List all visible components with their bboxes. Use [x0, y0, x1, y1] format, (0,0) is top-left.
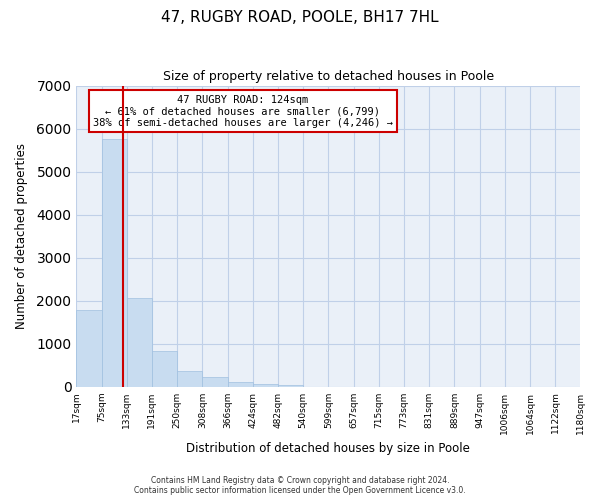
Bar [177, 371, 202, 386]
Title: Size of property relative to detached houses in Poole: Size of property relative to detached ho… [163, 70, 494, 83]
X-axis label: Distribution of detached houses by size in Poole: Distribution of detached houses by size … [187, 442, 470, 455]
Bar [127, 298, 152, 386]
Bar [202, 377, 227, 386]
Text: 47, RUGBY ROAD, POOLE, BH17 7HL: 47, RUGBY ROAD, POOLE, BH17 7HL [161, 10, 439, 25]
Bar [253, 384, 278, 386]
Bar [152, 351, 177, 386]
Text: Contains HM Land Registry data © Crown copyright and database right 2024.
Contai: Contains HM Land Registry data © Crown c… [134, 476, 466, 495]
Bar [227, 382, 253, 386]
Text: 47 RUGBY ROAD: 124sqm
← 61% of detached houses are smaller (6,799)
38% of semi-d: 47 RUGBY ROAD: 124sqm ← 61% of detached … [92, 94, 392, 128]
Y-axis label: Number of detached properties: Number of detached properties [15, 143, 28, 329]
Bar [76, 310, 101, 386]
Bar [101, 140, 127, 386]
